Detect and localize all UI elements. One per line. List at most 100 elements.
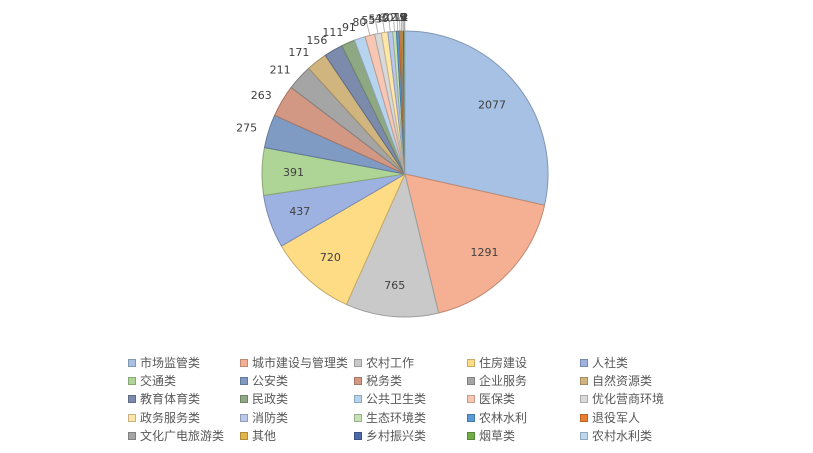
- data-label: 211: [270, 63, 291, 76]
- data-label: 156: [306, 34, 327, 47]
- data-labels: 2077129176572043739127526321117115611191…: [236, 11, 506, 292]
- data-label: 80: [352, 16, 366, 29]
- legend-swatch: [580, 431, 588, 440]
- legend-swatch: [580, 395, 588, 404]
- data-label: 765: [384, 279, 405, 292]
- data-label: 6: [400, 11, 407, 24]
- data-label: 91: [342, 21, 356, 34]
- data-label: 12: [394, 11, 408, 24]
- legend-swatch: [580, 413, 588, 422]
- legend-swatch: [467, 377, 475, 386]
- legend-item: 其他: [240, 427, 354, 445]
- legend-swatch: [240, 431, 248, 440]
- legend-item: 政务服务类: [128, 409, 240, 427]
- legend-item: 农林水利: [467, 409, 580, 427]
- legend-item: 医保类: [467, 390, 580, 408]
- legend-item: 教育体育类: [128, 390, 240, 408]
- legend-label: 市场监管类: [140, 356, 201, 371]
- legend-item: 退役军人: [580, 409, 690, 427]
- data-label: 15: [393, 11, 407, 24]
- legend-swatch: [354, 359, 362, 368]
- data-label: 2: [401, 11, 408, 24]
- legend-item: 税务类: [354, 372, 467, 390]
- legend-item: 消防类: [240, 409, 354, 427]
- legend-item: 城市建设与管理类: [240, 354, 354, 372]
- legend-swatch: [128, 395, 136, 404]
- legend-label: 民政类: [252, 392, 289, 407]
- legend-label: 公共卫生类: [366, 392, 427, 407]
- legend-label: 政务服务类: [140, 410, 201, 425]
- legend-label: 农村水利类: [592, 428, 653, 443]
- pie-slice: [404, 173, 546, 314]
- legend-label: 交通类: [140, 374, 177, 389]
- pie-slice: [280, 172, 407, 306]
- legend-swatch: [580, 377, 588, 386]
- legend-label: 城市建设与管理类: [252, 356, 349, 371]
- legend: 市场监管类 城市建设与管理类 农村工作 住房建设 人社类交通类 公安类 税务类 企业服务 自然资…: [128, 354, 690, 445]
- legend-label: 消防类: [252, 410, 289, 425]
- legend-label: 公安类: [252, 374, 289, 389]
- data-label: 4: [401, 11, 408, 24]
- legend-swatch: [128, 377, 136, 386]
- data-label: 171: [288, 46, 309, 59]
- legend-label: 文化广电旅游类: [140, 428, 225, 443]
- leader-line: [382, 18, 385, 33]
- legend-item: 优化营商环境: [580, 390, 690, 408]
- pie-slice: [404, 30, 549, 206]
- legend-label: 优化营商环境: [592, 392, 665, 407]
- legend-item: 人社类: [580, 354, 690, 372]
- leader-line: [396, 17, 399, 32]
- data-label: 22: [383, 11, 397, 24]
- legend-label: 教育体育类: [140, 392, 201, 407]
- leader-line: [393, 17, 395, 32]
- leader-line: [374, 19, 379, 34]
- legend-label: 税务类: [366, 374, 403, 389]
- data-label: 391: [283, 166, 304, 179]
- legend-label: 退役军人: [592, 410, 641, 425]
- legend-label: 住房建设: [479, 356, 528, 371]
- pie-slice: [345, 172, 440, 318]
- data-label: 720: [320, 251, 341, 264]
- legend-swatch: [354, 377, 362, 386]
- legend-item: 农村水利类: [580, 427, 690, 445]
- legend-label: 自然资源类: [592, 374, 653, 389]
- data-label: 275: [236, 122, 257, 135]
- legend-swatch: [240, 395, 248, 404]
- legend-item: 民政类: [240, 390, 354, 408]
- legend-item: 农村工作: [354, 354, 467, 372]
- legend-item: 公安类: [240, 372, 354, 390]
- leader-line: [366, 21, 371, 36]
- legend-label: 农林水利: [479, 410, 528, 425]
- data-label: 1291: [471, 246, 499, 259]
- legend-item: 乡村振兴类: [354, 427, 467, 445]
- legend-swatch: [128, 359, 136, 368]
- legend-item: 生态环境类: [354, 409, 467, 427]
- legend-swatch: [240, 377, 248, 386]
- legend-item: 住房建设: [467, 354, 580, 372]
- legend-label: 乡村振兴类: [366, 428, 427, 443]
- legend-swatch: [240, 359, 248, 368]
- legend-item: 市场监管类: [128, 354, 240, 372]
- legend-item: 公共卫生类: [354, 390, 467, 408]
- legend-item: 烟草类: [467, 427, 580, 445]
- legend-item: 企业服务: [467, 372, 580, 390]
- leader-line: [388, 17, 391, 32]
- legend-label: 烟草类: [479, 428, 516, 443]
- legend-label: 医保类: [479, 392, 516, 407]
- legend-swatch: [128, 413, 136, 422]
- data-label: 55: [361, 14, 375, 27]
- data-label: 30: [380, 11, 394, 24]
- data-label: 263: [251, 89, 272, 102]
- data-label: 437: [289, 205, 310, 218]
- legend-item: 自然资源类: [580, 372, 690, 390]
- legend-swatch: [240, 413, 248, 422]
- legend-label: 人社类: [592, 356, 629, 371]
- legend-swatch: [467, 395, 475, 404]
- legend-swatch: [354, 431, 362, 440]
- data-label: 40: [375, 12, 389, 25]
- pie-slices: [261, 30, 549, 318]
- legend-label: 其他: [252, 428, 277, 443]
- legend-label: 企业服务: [479, 374, 528, 389]
